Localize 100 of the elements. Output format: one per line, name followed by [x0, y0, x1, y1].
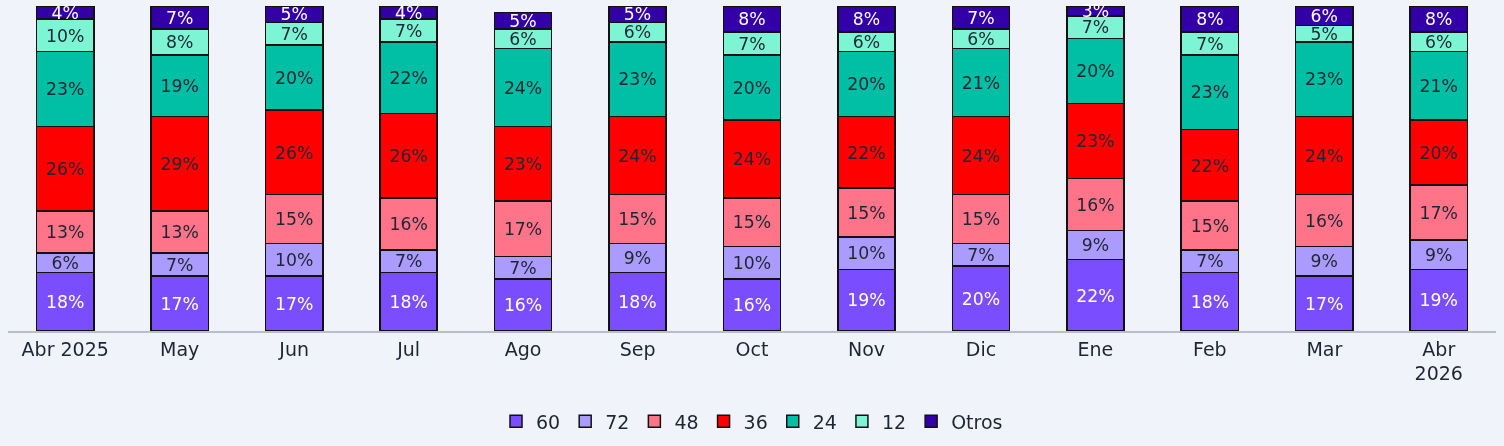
data-label: 15% [961, 209, 1001, 230]
legend-label: 24 [812, 410, 837, 433]
data-label: 7% [509, 257, 537, 278]
data-label: 7% [165, 254, 194, 275]
x-tick-label: Ene [1077, 337, 1114, 360]
data-label: 15% [847, 202, 886, 223]
data-label: 8% [1425, 9, 1453, 30]
data-label: 8% [1196, 9, 1224, 30]
data-label: 7% [967, 7, 995, 28]
data-label: 13% [46, 222, 85, 243]
data-label: 9% [623, 248, 652, 269]
data-label: 17% [1419, 202, 1458, 223]
data-label: 23% [1190, 82, 1230, 103]
data-label: 23% [1076, 131, 1115, 152]
x-tick-label: Sep [619, 337, 656, 360]
data-label: 20% [1419, 142, 1458, 163]
data-label: 16% [389, 214, 428, 235]
data-label: 24% [732, 149, 772, 170]
data-label: 17% [274, 293, 314, 314]
data-label: 20% [1076, 61, 1115, 82]
data-label: 7% [280, 23, 308, 44]
data-label: 23% [503, 153, 543, 174]
data-label: 6% [509, 28, 537, 49]
data-label: 6% [51, 253, 79, 274]
data-label: 5% [280, 4, 308, 25]
x-tick-label: Ago [504, 337, 542, 360]
data-label: 18% [618, 292, 657, 313]
legend-label: 60 [536, 410, 561, 433]
data-label: 15% [732, 212, 772, 233]
data-label: 10% [732, 253, 772, 274]
data-label: 9% [1081, 235, 1110, 256]
data-label: 23% [618, 69, 657, 90]
data-label: 16% [503, 295, 543, 316]
data-label: 15% [1190, 215, 1230, 236]
x-tick-label: Abr 2026 [1414, 337, 1463, 385]
x-tick-label: Jun [278, 337, 309, 360]
data-label: 24% [503, 77, 543, 98]
data-label: 21% [1419, 75, 1458, 96]
x-tick-label: Dic [965, 337, 997, 360]
data-label: 22% [389, 67, 428, 88]
data-label: 26% [274, 142, 314, 163]
data-label: 19% [1419, 290, 1458, 311]
legend-label: 72 [605, 410, 630, 433]
data-label: 20% [732, 77, 772, 98]
x-tick-label: Nov [847, 337, 886, 360]
data-label: 16% [1076, 194, 1115, 215]
data-label: 18% [389, 292, 428, 313]
data-label: 6% [852, 32, 881, 53]
data-label: 4% [394, 2, 423, 23]
data-label: 5% [623, 4, 652, 25]
data-label: 22% [1076, 285, 1115, 306]
x-tick-label: Feb [1193, 337, 1227, 360]
x-tick-label: Jul [396, 337, 421, 360]
data-label: 24% [1305, 145, 1344, 166]
data-label: 6% [967, 28, 995, 49]
data-label: 17% [1305, 293, 1344, 314]
legend-label: 12 [881, 410, 907, 433]
data-label: 19% [847, 290, 886, 311]
data-label: 22% [847, 142, 886, 163]
data-label: 20% [274, 67, 314, 88]
data-label: 26% [46, 158, 85, 179]
data-label: 16% [1305, 210, 1344, 231]
legend-label: Otros [951, 410, 1003, 433]
data-label: 15% [618, 209, 657, 230]
data-label: 10% [46, 25, 85, 46]
data-label: 15% [274, 209, 314, 230]
data-label: 13% [160, 222, 199, 243]
data-label: 7% [1196, 33, 1224, 54]
data-label: 18% [1190, 292, 1230, 313]
data-label: 18% [46, 292, 85, 313]
data-label: 7% [967, 244, 995, 265]
data-label: 6% [1425, 32, 1453, 53]
x-tick-label: Oct [735, 337, 769, 360]
x-tick-label: Mar [1306, 337, 1343, 360]
data-label: 16% [732, 295, 772, 316]
data-label: 7% [394, 20, 423, 41]
data-label: 4% [51, 2, 79, 23]
data-label: 23% [46, 79, 85, 100]
data-label: 5% [509, 10, 537, 31]
data-label: 29% [160, 153, 199, 174]
data-label: 8% [852, 9, 881, 30]
data-label: 24% [961, 145, 1001, 166]
data-label: 8% [165, 32, 194, 53]
data-label: 20% [847, 74, 886, 95]
data-label: 6% [623, 22, 652, 43]
data-label: 17% [503, 218, 543, 239]
data-label: 8% [738, 9, 766, 30]
data-label: 9% [1310, 251, 1339, 272]
data-label: 7% [1081, 17, 1110, 38]
data-label: 7% [1196, 251, 1224, 272]
data-label: 7% [394, 251, 423, 272]
data-label: 17% [160, 293, 199, 314]
data-label: 7% [738, 33, 766, 54]
legend-label: 36 [743, 410, 768, 433]
legend-label: 48 [674, 410, 699, 433]
data-label: 9% [1425, 244, 1453, 265]
data-label: 26% [389, 145, 428, 166]
data-label: 7% [165, 7, 194, 28]
x-tick-label: Abr 2025 [21, 337, 109, 360]
data-label: 22% [1190, 155, 1230, 176]
